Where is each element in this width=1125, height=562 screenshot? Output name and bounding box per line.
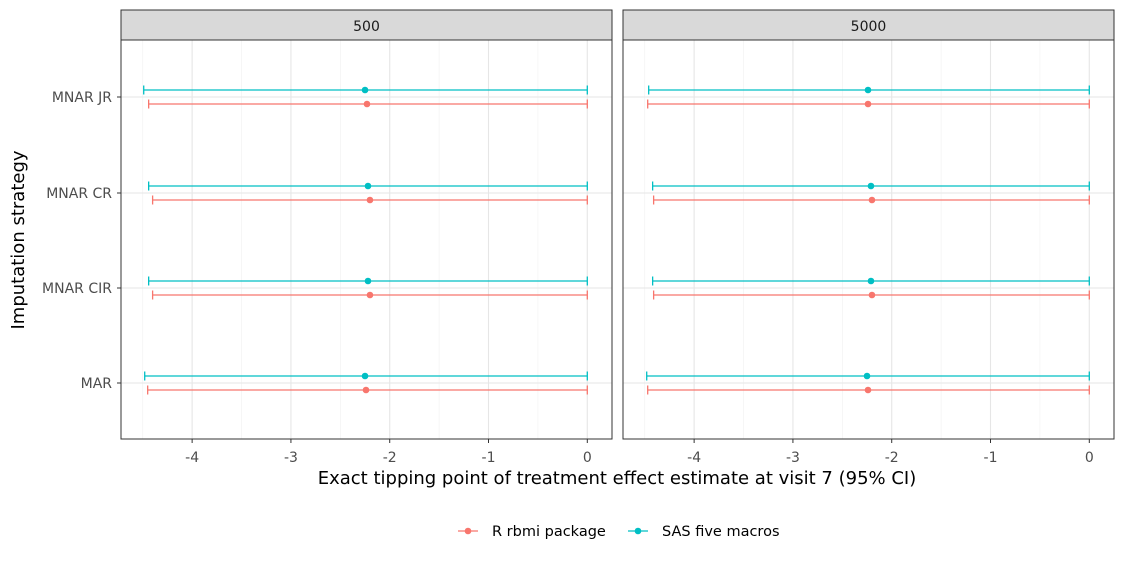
errorbar-sas-macros [646,371,1090,381]
point-estimate [363,100,371,108]
legend-key-point [464,527,472,535]
errorbar-r-rbmi [652,290,1090,300]
x-tick-label: -3 [786,450,800,466]
panel-background [623,40,1114,439]
point-estimate [868,196,876,204]
x-tick-label: -1 [482,450,496,466]
panel-border [622,39,1115,440]
point-estimate [863,372,871,380]
facet-strip-label: 5000 [851,19,887,35]
facet-panel: 500 -4 -3 -2 -1 0 [120,9,613,466]
errorbar-sas-macros [648,85,1090,95]
point-estimate [868,291,876,299]
errorbar-sas-macros [148,181,588,191]
errorbar-r-rbmi [647,385,1090,395]
y-axis-ticks: MAR MNAR CIR MNAR CR MNAR JR [42,90,121,392]
errorbar-sas-macros [144,371,588,381]
errorbar-sas-macros [651,181,1090,191]
x-tick-label: -4 [185,450,199,466]
point-estimate [361,372,369,380]
x-tick-label: -3 [284,450,298,466]
errorbar-sas-macros [651,276,1090,286]
point-estimate [366,291,374,299]
point-estimate [864,86,872,94]
facet-strip [622,9,1115,41]
legend: R rbmi package SAS five macros [458,524,780,540]
legend-key-point [634,527,642,535]
errorbar-r-rbmi [151,290,588,300]
point-estimate [366,196,374,204]
point-estimate [362,386,370,394]
legend-label: R rbmi package [492,524,606,540]
legend-item: SAS five macros [628,524,780,540]
y-tick-label: MNAR CR [46,186,112,202]
facet-strip-label: 500 [353,19,380,35]
x-tick-label: 0 [583,450,592,466]
point-estimate [867,277,875,285]
x-tick-label: -1 [984,450,998,466]
point-estimate [867,182,875,190]
errorbar-r-rbmi [647,99,1090,109]
point-estimate [364,277,372,285]
errorbar-sas-macros [148,276,588,286]
point-estimate [864,386,872,394]
y-tick-label: MAR [81,376,113,392]
facet-strip [120,9,613,41]
legend-item: R rbmi package [458,524,606,540]
errorbar-r-rbmi [148,99,588,109]
x-tick-label: -2 [885,450,899,466]
y-tick-label: MNAR CIR [42,281,112,297]
y-axis-title: Imputation strategy [8,150,29,329]
x-tick-label: -4 [687,450,701,466]
panel-border [120,39,613,440]
facet-panel: 5000 -4 -3 -2 -1 0 [622,9,1115,466]
facet-panels: 500 -4 -3 -2 -1 0 5000 -4 -3 -2 -1 0 [120,9,1115,466]
errorbar-r-rbmi [652,195,1090,205]
point-estimate [361,86,369,94]
errorbar-sas-macros [143,85,588,95]
errorbar-r-rbmi [147,385,588,395]
panel-background [121,40,612,439]
x-axis-title: Exact tipping point of treatment effect … [318,468,917,489]
x-tick-label: -2 [383,450,397,466]
errorbar-r-rbmi [151,195,588,205]
x-tick-label: 0 [1085,450,1094,466]
point-estimate [364,182,372,190]
point-estimate [864,100,872,108]
y-tick-label: MNAR JR [52,90,112,106]
legend-label: SAS five macros [662,524,780,540]
